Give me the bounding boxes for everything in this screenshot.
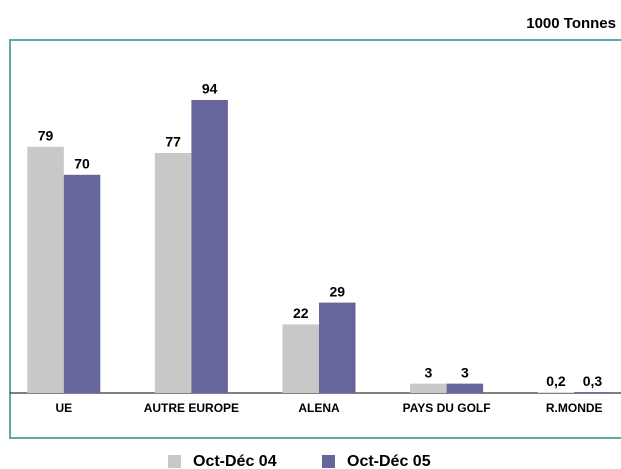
x-tick-label: ALENA [298, 401, 340, 415]
x-tick-label: UE [55, 401, 72, 415]
bar [446, 383, 484, 393]
value-label: 0,2 [546, 373, 566, 389]
value-label: 22 [293, 305, 309, 321]
legend-swatch [322, 455, 335, 468]
value-label: 79 [38, 127, 54, 143]
bar [191, 100, 228, 393]
bar [154, 152, 192, 393]
x-tick-label: AUTRE EUROPE [144, 401, 239, 415]
value-label: 3 [424, 364, 432, 380]
bar [63, 174, 101, 393]
x-tick-label: R.MONDE [546, 401, 603, 415]
value-label: 70 [74, 156, 90, 172]
bar [282, 324, 319, 393]
value-label: 0,3 [583, 373, 603, 389]
units-label: 1000 Tonnes [526, 15, 616, 32]
bar [319, 302, 356, 393]
legend-swatch [168, 455, 181, 468]
x-tick-label: PAYS DU GOLF [403, 401, 491, 415]
bar [537, 392, 575, 393]
value-label: 94 [202, 81, 218, 97]
value-label: 29 [329, 283, 345, 299]
value-label: 3 [461, 364, 469, 380]
bar [27, 146, 64, 393]
legend-label: Oct-Déc 04 [193, 453, 277, 469]
value-label: 77 [165, 134, 181, 150]
legend-label: Oct-Déc 05 [347, 453, 431, 469]
plot-frame [9, 39, 621, 439]
bar [410, 383, 447, 393]
bar [574, 392, 611, 393]
